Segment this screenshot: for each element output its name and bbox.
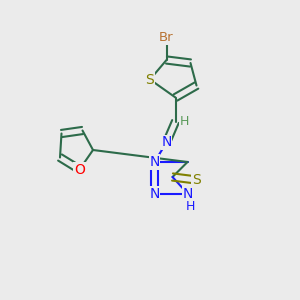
Text: S: S: [192, 173, 201, 187]
Text: N: N: [161, 136, 172, 149]
Text: H: H: [180, 115, 189, 128]
Text: H: H: [186, 200, 195, 214]
Text: S: S: [146, 73, 154, 86]
Text: O: O: [74, 163, 85, 176]
Text: N: N: [182, 187, 193, 200]
Text: N: N: [149, 187, 160, 200]
Text: N: N: [149, 155, 160, 169]
Text: Br: Br: [159, 31, 174, 44]
